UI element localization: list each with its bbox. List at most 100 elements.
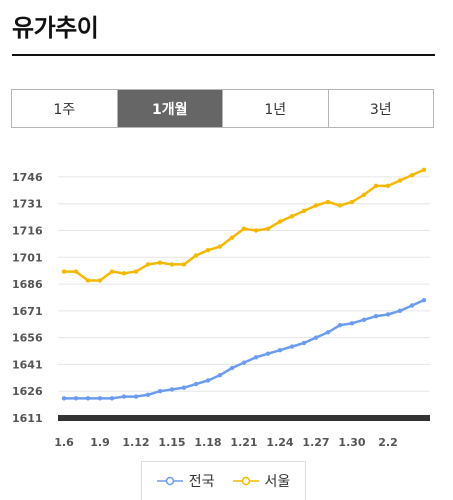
data-point-0 (181, 385, 187, 390)
x-tick-label: 1.21 (230, 436, 257, 449)
data-point-0 (145, 392, 151, 397)
data-point-0 (265, 351, 271, 356)
data-point-0 (421, 297, 427, 303)
data-point-0 (217, 372, 223, 378)
data-point-1 (97, 278, 103, 283)
data-point-0 (397, 308, 403, 314)
legend-item-seoul[interactable]: 서울 (232, 471, 291, 491)
data-point-0 (361, 317, 367, 322)
x-axis-baseline (58, 415, 430, 421)
y-tick-label: 1656 (12, 332, 43, 345)
x-tick-label: 1.18 (194, 436, 221, 449)
data-point-0 (253, 355, 259, 360)
period-tabs: 1주 1개월 1년 3년 (11, 89, 434, 128)
data-point-1 (421, 167, 427, 172)
x-tick-label: 1.15 (158, 436, 185, 449)
data-point-1 (313, 203, 319, 208)
data-point-1 (241, 226, 247, 231)
data-point-1 (61, 269, 67, 274)
data-point-0 (385, 312, 391, 317)
series-line-0 (64, 299, 425, 400)
data-point-1 (145, 262, 151, 267)
data-point-0 (205, 378, 211, 383)
data-point-0 (73, 396, 79, 401)
data-point-1 (337, 203, 343, 208)
data-point-1 (373, 183, 379, 189)
data-point-1 (109, 269, 115, 274)
x-tick-label: 1.30 (338, 436, 365, 449)
data-point-1 (85, 278, 91, 283)
data-point-0 (97, 396, 103, 401)
y-tick-label: 1716 (12, 225, 43, 238)
tab-1-month[interactable]: 1개월 (116, 90, 222, 127)
data-point-0 (337, 322, 343, 328)
data-point-1 (277, 219, 283, 224)
data-point-0 (121, 394, 127, 399)
data-point-1 (385, 183, 391, 189)
data-point-0 (313, 335, 319, 340)
data-point-1 (121, 271, 127, 276)
legend-item-national[interactable]: 전국 (156, 471, 215, 491)
legend-label-seoul: 서울 (264, 474, 291, 490)
data-point-0 (229, 365, 235, 371)
x-tick-label: 1.12 (122, 436, 149, 449)
data-point-0 (409, 303, 415, 308)
x-tick-label: 1.27 (302, 436, 329, 449)
y-tick-label: 1671 (12, 305, 43, 318)
data-point-0 (325, 330, 331, 335)
data-point-1 (229, 235, 235, 240)
x-tick-label: 2.2 (378, 436, 398, 449)
data-point-0 (373, 314, 379, 319)
legend-label-national: 전국 (188, 474, 215, 490)
y-tick-label: 1641 (12, 358, 43, 371)
legend-swatch-marker (241, 476, 250, 486)
tab-1-week[interactable]: 1주 (12, 90, 117, 127)
price-trend-chart: 1611 1626 1641 1656 1671 1686 1701 1716 1731 1746… (0, 160, 453, 500)
data-point-1 (361, 192, 367, 197)
tab-1-year[interactable]: 1년 (222, 90, 328, 127)
series-line-1 (64, 168, 425, 282)
data-point-0 (169, 387, 175, 392)
legend-swatch-national (156, 476, 183, 486)
legend-swatch-seoul (232, 476, 259, 486)
y-tick-label: 1611 (12, 412, 43, 425)
data-point-0 (241, 360, 247, 365)
data-point-0 (109, 396, 115, 401)
y-tick-label: 1746 (12, 171, 43, 184)
data-point-1 (325, 199, 331, 205)
data-point-0 (277, 347, 283, 353)
data-point-1 (409, 172, 415, 178)
y-tick-label: 1731 (12, 198, 43, 211)
data-point-1 (169, 262, 175, 267)
x-tick-label: 1.6 (54, 436, 74, 449)
data-point-1 (157, 260, 163, 265)
data-point-1 (205, 247, 211, 253)
title-divider (12, 54, 435, 56)
data-point-0 (157, 389, 163, 394)
chart-legend: 전국 서울 (141, 461, 306, 500)
data-point-1 (193, 253, 199, 258)
data-point-1 (253, 228, 259, 233)
data-point-0 (349, 321, 355, 326)
data-point-1 (181, 262, 187, 267)
data-point-0 (133, 394, 139, 399)
data-point-0 (301, 340, 307, 346)
y-tick-label: 1686 (12, 278, 43, 291)
page-title: 유가추이 (12, 14, 99, 42)
data-point-0 (85, 396, 91, 401)
data-point-0 (289, 344, 295, 349)
data-point-1 (265, 226, 271, 231)
data-point-1 (217, 244, 223, 249)
tab-3-year[interactable]: 3년 (327, 90, 433, 127)
data-point-1 (73, 269, 79, 274)
x-tick-label: 1.24 (266, 436, 293, 449)
data-point-1 (301, 208, 307, 214)
x-tick-label: 1.9 (90, 436, 110, 449)
chart-canvas: 1611 1626 1641 1656 1671 1686 1701 1716 1731 1746… (12, 167, 430, 449)
y-tick-label: 1701 (12, 251, 43, 264)
data-point-1 (349, 199, 355, 205)
legend-swatch-marker (165, 476, 174, 486)
data-point-1 (397, 178, 403, 183)
data-point-0 (193, 381, 199, 387)
data-point-0 (61, 396, 67, 401)
